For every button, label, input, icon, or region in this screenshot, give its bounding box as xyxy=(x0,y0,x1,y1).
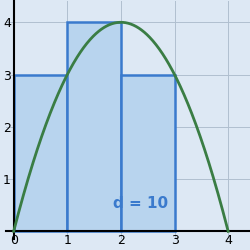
Bar xyxy=(120,74,174,231)
Text: d = 10: d = 10 xyxy=(112,196,167,211)
Bar xyxy=(14,74,67,231)
Bar xyxy=(67,22,120,231)
